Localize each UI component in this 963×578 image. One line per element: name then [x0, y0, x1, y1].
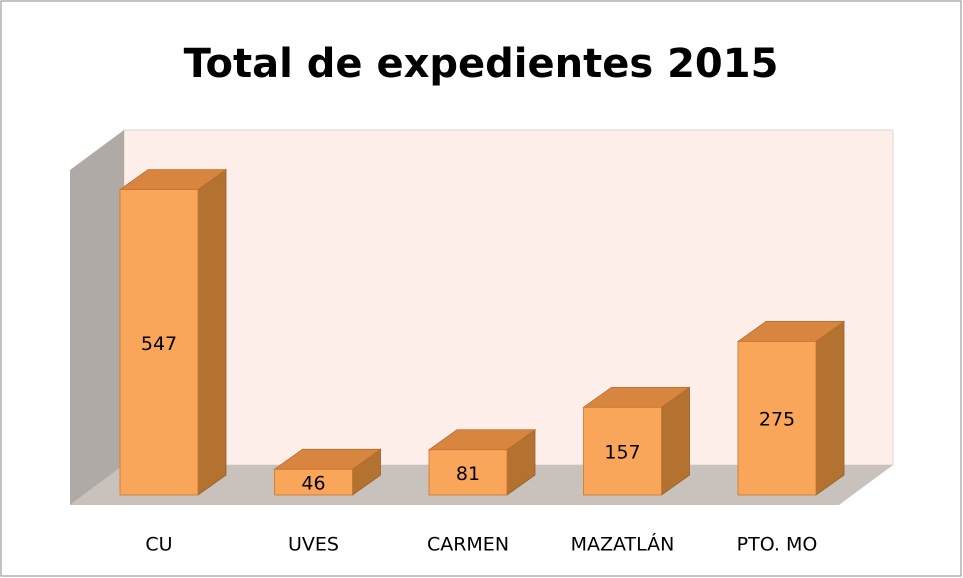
data-label: 157	[604, 442, 640, 464]
bar-front	[737, 341, 817, 496]
bars: 547 CU 46 UVES 81 CARMEN 157 MAZATLÁN 275 PTO. MO	[118, 168, 846, 556]
bar-front	[119, 189, 199, 496]
x-tick-label: CU	[145, 534, 172, 556]
bar	[118, 168, 228, 496]
bar	[736, 320, 846, 496]
bar-side	[197, 168, 227, 496]
bar-front	[428, 449, 508, 496]
x-tick-label: MAZATLÁN	[571, 533, 675, 556]
data-label: 275	[759, 409, 795, 431]
bar-side	[815, 320, 845, 496]
bar	[273, 448, 382, 496]
side-wall	[70, 130, 124, 505]
x-tick-label: CARMEN	[427, 534, 509, 556]
chart-title: Total de expedientes 2015	[184, 41, 779, 87]
bar-front	[274, 468, 353, 496]
x-tick-label: UVES	[288, 534, 339, 556]
bar-front	[583, 406, 662, 496]
data-label: 46	[301, 473, 325, 495]
data-label: 81	[456, 463, 480, 485]
bar	[582, 386, 691, 496]
x-tick-label: PTO. MO	[737, 534, 818, 556]
data-label: 547	[141, 333, 177, 355]
bar	[427, 428, 537, 496]
